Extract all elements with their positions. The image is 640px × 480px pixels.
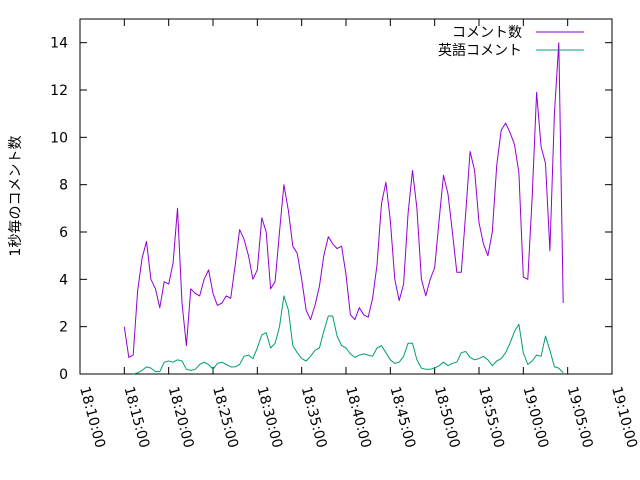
y-tick-label: 12: [50, 83, 68, 99]
y-axis: 0 2 4 6 8 10 12 14: [50, 36, 612, 383]
series-line-comments: [123, 42, 564, 358]
y-tick-label: 0: [59, 367, 68, 383]
series-line-english-comments: [133, 295, 564, 375]
series-layer: [123, 42, 564, 375]
y-tick-label: 4: [59, 272, 68, 288]
y-axis-title: 1秒毎のコメント数: [8, 136, 24, 257]
y-tick-label: 2: [59, 320, 68, 336]
y-tick-label: 14: [50, 36, 68, 52]
legend-label: 英語コメント: [438, 42, 522, 59]
y-tick-label: 6: [59, 225, 68, 241]
y-tick-label: 8: [59, 178, 68, 194]
y-tick-label: 10: [50, 130, 68, 146]
legend-label: コメント数: [452, 25, 522, 41]
